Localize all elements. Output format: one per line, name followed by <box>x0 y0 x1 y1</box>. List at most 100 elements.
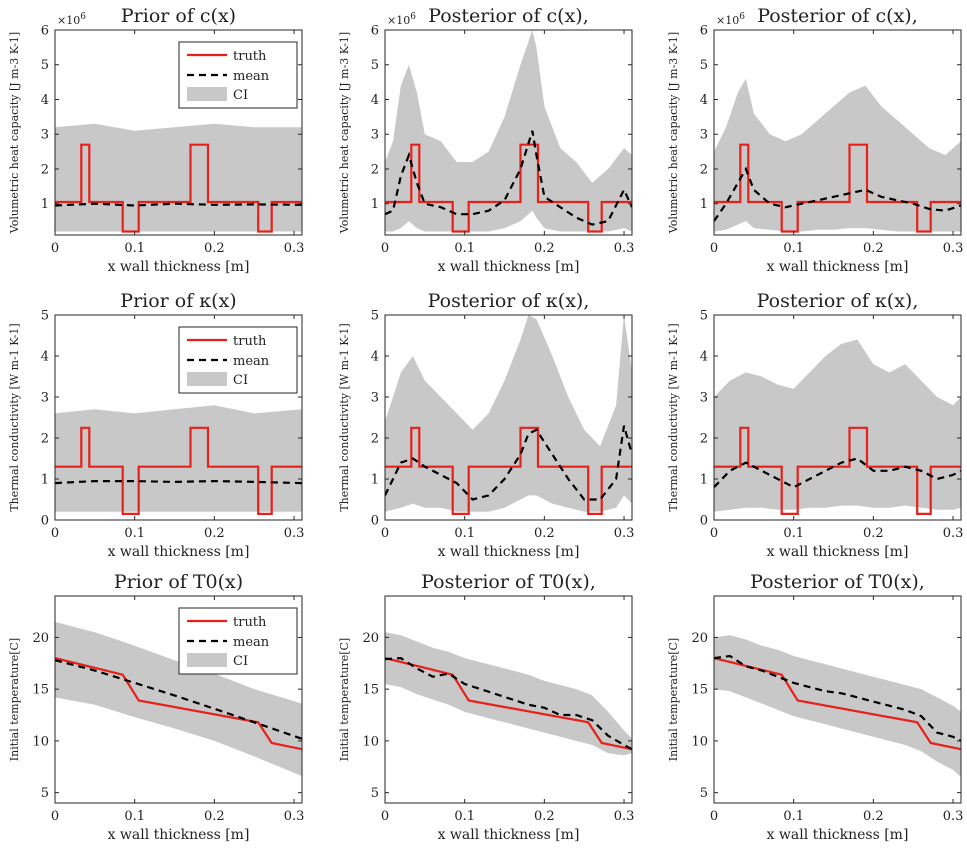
plot-area <box>385 315 632 516</box>
y-tick-label: 0 <box>371 514 379 529</box>
y-tick-label: 3 <box>41 391 49 406</box>
y-tick-label: 20 <box>362 631 379 646</box>
chart-title: Prior of κ(x) <box>120 290 236 312</box>
legend-truth-label: truth <box>233 49 267 64</box>
y-tick-label: 5 <box>700 786 708 801</box>
x-tick-label: 0.3 <box>943 241 964 256</box>
mean-line <box>55 659 302 740</box>
y-tick-label: 1 <box>41 473 49 488</box>
mean-line <box>714 654 961 742</box>
y-tick-label: 2 <box>41 162 49 177</box>
x-axis-label: x wall thickness [m] <box>767 259 909 275</box>
plot-area <box>385 30 632 233</box>
chart-panel-3: 0 0.1 0.2 0.3 1 2 3 4 5 6 ×106 Posterior of c(x), x … <box>667 5 963 275</box>
y-tick-label: 4 <box>700 93 708 108</box>
x-tick-label: 0.2 <box>863 526 884 541</box>
axes-box <box>713 29 962 236</box>
x-tick-label: 0 <box>710 526 718 541</box>
y-tick-label: 1 <box>41 197 49 212</box>
plot-area <box>385 632 632 756</box>
legend: truth mean CI <box>178 326 298 394</box>
y-tick-label: 4 <box>371 350 379 365</box>
y-tick-label: 6 <box>371 24 379 39</box>
plot-area <box>714 339 961 516</box>
truth-line <box>385 657 632 751</box>
x-tick-label: 0 <box>51 241 59 256</box>
legend: truth mean CI <box>178 41 298 109</box>
y-tick-label: 10 <box>362 734 379 749</box>
chart-title: Prior of c(x) <box>121 5 236 27</box>
y-tick-label: 5 <box>700 309 708 324</box>
axis-multiplier: ×106 <box>387 12 416 27</box>
legend-mean-label: mean <box>233 354 270 369</box>
y-tick-label: 3 <box>700 128 708 143</box>
y-tick-label: 6 <box>41 24 49 39</box>
y-tick-label: 4 <box>41 350 49 365</box>
mean-line <box>55 202 302 207</box>
chart-panel-5: 0 0.1 0.2 0.3 0 1 2 3 4 5 Posterior of κ(x), x wall… <box>338 290 634 560</box>
mean-line <box>714 457 961 489</box>
legend-ci-label: CI <box>233 654 248 669</box>
axes-box <box>384 29 633 236</box>
ci-band <box>385 632 632 756</box>
y-tick-label: 1 <box>700 197 708 212</box>
x-tick-label: 0.1 <box>783 809 804 824</box>
x-tick-label: 0.1 <box>124 241 145 256</box>
plot-area <box>55 621 302 777</box>
chart-panel-8: 0 0.1 0.2 0.3 5 10 15 20 Posterior of T0(x), x wa… <box>338 571 634 843</box>
chart-title: Prior of T0(x) <box>114 571 243 593</box>
axes-box <box>54 29 303 236</box>
mean-line <box>385 130 632 226</box>
x-tick-label: 0.1 <box>454 809 475 824</box>
axis-multiplier: ×106 <box>57 12 86 27</box>
x-tick-label: 0.3 <box>284 526 305 541</box>
plot-area <box>55 405 302 516</box>
y-tick-label: 4 <box>41 93 49 108</box>
x-tick-label: 0.3 <box>943 809 964 824</box>
legend-mean-label: mean <box>233 635 270 650</box>
y-tick-label: 5 <box>371 786 379 801</box>
chart-panel-2: 0 0.1 0.2 0.3 1 2 3 4 5 6 ×106 Posterior of c(x), x … <box>338 5 634 275</box>
plot-area <box>714 78 961 233</box>
axes-box <box>384 314 633 521</box>
x-axis-label: x wall thickness [m] <box>108 259 250 275</box>
legend: truth mean CI <box>178 607 298 675</box>
y-tick-label: 0 <box>41 514 49 529</box>
y-tick-label: 3 <box>41 128 49 143</box>
y-tick-label: 10 <box>32 734 49 749</box>
y-axis-label: Volumetric heat capacity [J m-3 K-1] <box>338 32 351 234</box>
axes-box <box>54 314 303 521</box>
y-tick-label: 5 <box>41 786 49 801</box>
y-tick-label: 5 <box>700 58 708 73</box>
chart-panel-4: 0 0.1 0.2 0.3 0 1 2 3 4 5 Prior of κ(x) x wall thic… <box>8 290 304 560</box>
truth-line <box>385 426 632 516</box>
y-tick-label: 5 <box>371 58 379 73</box>
mean-line <box>55 479 302 485</box>
y-tick-label: 10 <box>691 734 708 749</box>
y-tick-label: 3 <box>371 128 379 143</box>
x-axis-label: x wall thickness [m] <box>108 544 250 560</box>
mean-line <box>385 656 632 751</box>
x-tick-label: 0.1 <box>783 241 804 256</box>
plot-area <box>55 123 302 233</box>
y-axis-label: Initial temperature[C] <box>667 638 680 761</box>
x-axis-label: x wall thickness [m] <box>767 544 909 560</box>
axes-box <box>384 595 633 804</box>
legend-truth-label: truth <box>233 334 267 349</box>
x-tick-label: 0.1 <box>454 526 475 541</box>
y-axis-label: Volumetric heat capacity [J m-3 K-1] <box>8 32 21 234</box>
x-tick-label: 0 <box>710 809 718 824</box>
y-tick-label: 5 <box>371 309 379 324</box>
x-tick-label: 0 <box>710 241 718 256</box>
x-tick-label: 0 <box>51 526 59 541</box>
x-tick-label: 0.2 <box>534 526 555 541</box>
chart-panel-1: 0 0.1 0.2 0.3 1 2 3 4 5 6 ×106 Prior of c(x) x wall … <box>8 5 304 275</box>
x-tick-label: 0.3 <box>614 809 635 824</box>
legend-mean-label: mean <box>233 69 270 84</box>
x-tick-label: 0.2 <box>534 241 555 256</box>
axes-box <box>713 314 962 521</box>
x-axis-label: x wall thickness [m] <box>438 544 580 560</box>
ci-band <box>55 123 302 232</box>
ci-band <box>714 78 961 232</box>
